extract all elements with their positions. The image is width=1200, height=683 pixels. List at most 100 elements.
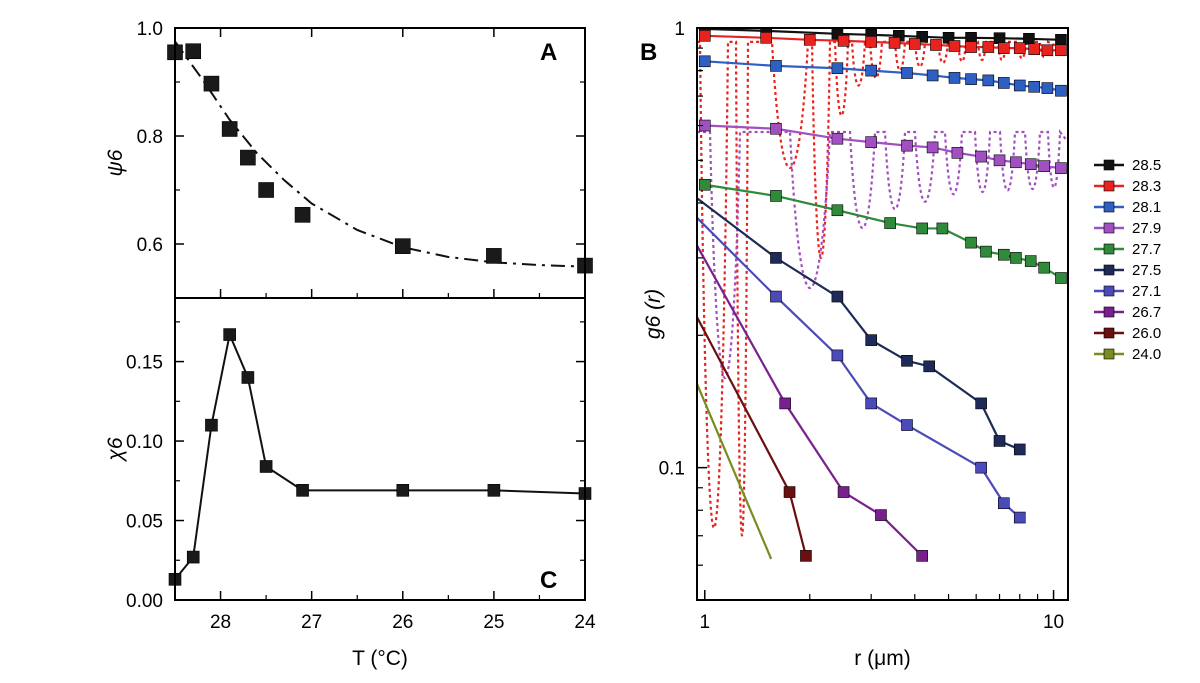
data-point-b	[916, 550, 928, 562]
data-point-b	[865, 397, 877, 410]
x-tick-label-b: 10	[1043, 612, 1064, 633]
x-tick-label-c: 26	[392, 612, 413, 633]
legend-marker	[1103, 306, 1115, 318]
y-tick-label-a: 0.6	[137, 235, 163, 256]
data-point-c	[241, 371, 255, 384]
data-point-b	[1041, 44, 1054, 57]
series-line-27-7	[704, 183, 1062, 279]
data-point-b	[901, 354, 913, 367]
data-point-b	[1013, 42, 1026, 54]
data-point-c	[487, 484, 501, 497]
data-point-b	[975, 150, 987, 163]
data-point-b	[837, 35, 850, 47]
data-point-c	[396, 484, 410, 497]
data-point-c	[186, 550, 200, 564]
legend-marker	[1103, 159, 1115, 171]
data-point-b	[923, 360, 936, 373]
legend-marker	[1103, 285, 1115, 297]
series-line-27-1	[697, 217, 1021, 519]
data-point-b	[1055, 84, 1067, 97]
data-point-a	[203, 75, 220, 92]
data-point-b	[948, 40, 961, 52]
data-point-b	[998, 497, 1010, 510]
data-point-b	[770, 290, 782, 303]
data-point-b	[916, 30, 928, 43]
data-point-b	[1028, 43, 1040, 55]
axes-frame-b	[696, 27, 1069, 601]
data-point-b	[948, 72, 961, 84]
data-point-b	[831, 62, 844, 75]
data-point-b	[779, 397, 791, 410]
data-point-c	[223, 328, 236, 341]
legend-marker	[1103, 327, 1115, 339]
panel-b-plot: 0.1 1 1 10 g6 (r) r (μm)	[642, 19, 1069, 670]
x-tick-label-b: 1	[699, 612, 710, 633]
series-line-28-3	[704, 34, 1061, 52]
legend-label: 27.9	[1132, 220, 1161, 237]
data-point-a	[294, 207, 311, 223]
legend-label: 26.7	[1132, 304, 1161, 321]
panel-label-a: A	[540, 39, 557, 66]
data-point-a	[394, 238, 411, 254]
data-point-b	[926, 69, 939, 82]
data-point-b	[1013, 511, 1026, 524]
y-tick-label-a: 1.0	[137, 19, 163, 40]
data-point-b	[998, 77, 1010, 89]
y-tick-label-a: 0.8	[137, 127, 163, 148]
y-tick-label-c: 0.05	[126, 512, 163, 533]
series-line-27-5	[697, 197, 1021, 451]
data-point-b	[1055, 162, 1067, 174]
data-point-b	[865, 136, 877, 148]
data-point-b	[936, 222, 949, 235]
data-point-b	[975, 461, 987, 474]
x-axis-label-c: T (°C)	[352, 647, 408, 670]
series-line-26-0	[697, 316, 807, 557]
data-point-b	[965, 41, 977, 53]
x-tick-label-c: 24	[574, 612, 596, 633]
data-point-b	[1010, 156, 1022, 169]
data-point-b	[965, 73, 977, 85]
data-point-a	[240, 149, 256, 166]
data-point-b	[980, 245, 992, 258]
data-point-b	[875, 509, 887, 521]
data-point-b	[926, 141, 939, 154]
data-point-b	[1055, 272, 1067, 284]
y-axis-label-a: ψ6	[104, 149, 127, 176]
axes-frame-ac	[174, 27, 586, 601]
plot-area-b	[697, 28, 1068, 562]
data-point-b	[998, 42, 1010, 54]
data-point-b	[770, 122, 782, 135]
data-point-b	[901, 67, 913, 79]
data-point-b	[770, 190, 782, 202]
data-point-b	[982, 74, 995, 87]
y-tick-label-c: 0.10	[126, 432, 163, 453]
data-point-b	[1055, 44, 1067, 57]
data-point-b	[993, 32, 1006, 44]
fit-line-a	[174, 40, 586, 268]
data-point-b	[865, 64, 877, 77]
data-point-b	[1041, 82, 1054, 94]
data-point-b	[698, 55, 711, 68]
data-point-b	[831, 349, 844, 362]
data-point-b	[831, 132, 844, 145]
data-point-b	[831, 204, 844, 217]
data-point-b	[698, 178, 711, 191]
panel-label-c: C	[540, 567, 557, 594]
data-point-b	[865, 334, 877, 346]
panel-label-b: B	[640, 39, 657, 66]
legend-label: 27.7	[1132, 241, 1161, 258]
data-point-c	[259, 460, 273, 473]
legend-label: 24.0	[1132, 346, 1161, 363]
x-axis-label-b: r (μm)	[854, 647, 910, 670]
data-point-b	[803, 34, 816, 46]
data-point-b	[1055, 34, 1067, 46]
data-point-b	[698, 29, 711, 42]
legend-marker	[1103, 180, 1115, 192]
legend-marker	[1103, 201, 1115, 213]
y-axis-label-b: g6 (r)	[642, 289, 665, 339]
data-point-b	[831, 290, 844, 303]
legend: 28.5 28.3 28.1 27.9 27.7 27.5 27.1 26.7 26.0 24.0	[1094, 157, 1161, 363]
data-point-b	[901, 419, 913, 431]
y-tick-label-c: 0.15	[126, 353, 163, 374]
